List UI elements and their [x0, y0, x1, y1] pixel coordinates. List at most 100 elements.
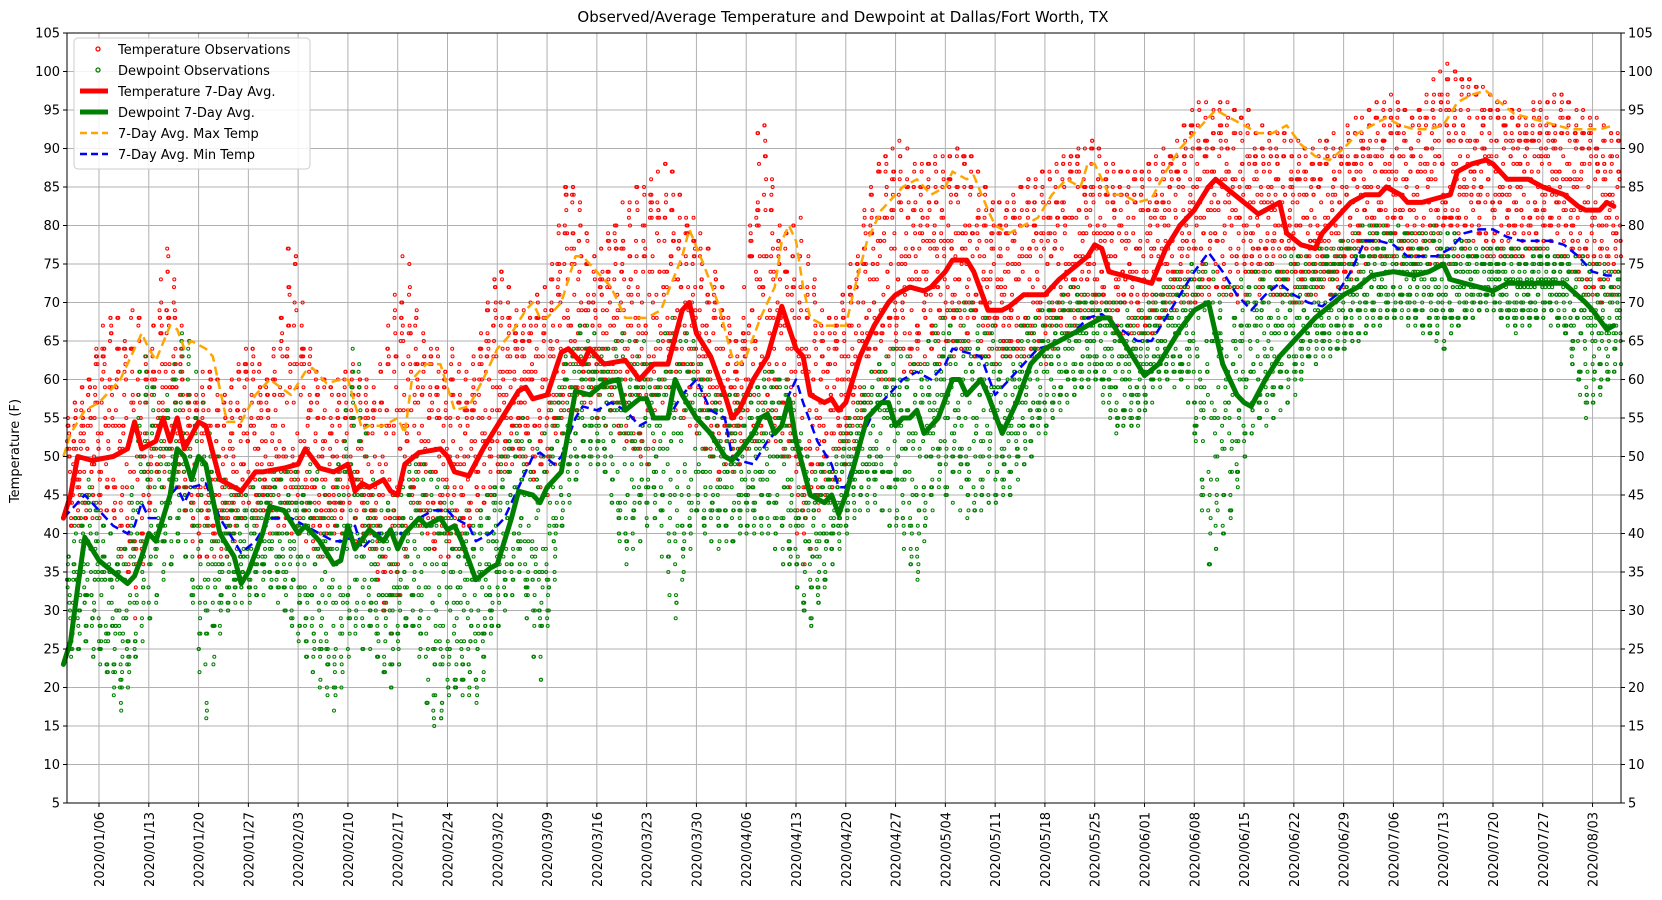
temperature-observation-point	[440, 477, 445, 482]
temperature-observation-point	[1041, 200, 1046, 205]
temperature-observation-point	[1331, 169, 1336, 174]
temperature-observation-point	[720, 285, 725, 290]
temperature-observation-point	[854, 277, 859, 282]
temperature-observation-point	[894, 323, 899, 328]
temperature-observation-point	[1510, 138, 1515, 143]
temperature-observation-point	[504, 392, 509, 397]
temperature-observation-point	[820, 354, 825, 359]
temperature-observation-point	[901, 346, 906, 351]
temperature-observation-point	[1461, 123, 1466, 128]
temperature-observation-point	[662, 238, 667, 243]
temperature-observation-point	[1457, 192, 1462, 197]
temperature-observation-point	[249, 392, 254, 397]
temperature-observation-point	[283, 485, 288, 490]
temperature-observation-point	[599, 292, 604, 297]
temperature-observation-point	[598, 277, 603, 282]
temperature-observation-point	[1007, 323, 1012, 328]
temperature-observation-point	[780, 431, 785, 436]
temperature-observation-point	[485, 354, 490, 359]
temperature-observation-point	[1144, 269, 1149, 274]
temperature-observation-point	[1205, 169, 1210, 174]
temperature-observation-point	[841, 315, 846, 320]
temperature-observation-point	[799, 308, 803, 313]
temperature-observation-point	[1187, 231, 1192, 236]
temperature-observation-point	[1433, 177, 1438, 182]
temperature-observation-point	[928, 246, 933, 251]
temperature-observation-point	[490, 408, 495, 413]
temperature-observation-point	[550, 277, 555, 282]
temperature-observation-point	[1162, 215, 1167, 220]
temperature-observation-point	[1175, 138, 1180, 143]
temperature-observation-point	[817, 423, 822, 428]
temperature-observation-point	[1261, 161, 1266, 166]
temperature-observation-point	[1075, 161, 1080, 166]
temperature-observation-point	[757, 285, 762, 290]
temperature-observation-point	[1016, 277, 1021, 282]
temperature-observation-point	[1456, 254, 1461, 259]
temperature-observation-point	[98, 500, 103, 505]
temperature-observation-point	[866, 354, 871, 359]
temperature-observation-point	[415, 377, 420, 382]
temperature-observation-point	[344, 431, 349, 436]
temperature-observation-point	[1466, 92, 1471, 97]
temperature-observation-point	[386, 362, 391, 367]
temperature-observation-point	[428, 346, 433, 351]
temperature-observation-point	[258, 385, 263, 390]
temperature-observation-point	[850, 362, 854, 367]
temperature-observation-point	[675, 308, 680, 313]
temperature-observation-point	[1408, 169, 1413, 174]
temperature-observation-point	[593, 308, 598, 313]
temperature-observation-point	[329, 431, 334, 436]
temperature-observation-point	[1259, 192, 1264, 197]
temperature-observation-point	[803, 446, 808, 451]
temperature-observation-point	[244, 369, 249, 374]
temperature-observation-point	[155, 469, 160, 474]
temperature-observation-point	[813, 323, 818, 328]
temperature-observation-point	[805, 292, 810, 297]
temperature-observation-point	[579, 308, 584, 313]
temperature-observation-point	[746, 331, 751, 336]
temperature-observation-point	[1017, 215, 1022, 220]
temperature-observation-point	[551, 354, 556, 359]
temperature-observation-point	[118, 439, 122, 444]
temperature-observation-point	[1445, 123, 1449, 128]
temperature-observation-point	[420, 362, 425, 367]
temperature-observation-point	[1411, 208, 1416, 213]
temperature-observation-point	[274, 454, 279, 459]
temperature-observation-point	[1211, 131, 1216, 136]
temperature-observation-point	[1373, 169, 1377, 174]
temperature-observation-point	[1361, 138, 1366, 143]
temperature-observation-point	[391, 423, 396, 428]
temperature-observation-point	[321, 439, 325, 444]
temperature-observation-point	[842, 331, 846, 336]
temperature-observation-point	[1257, 254, 1262, 259]
temperature-observation-point	[455, 508, 459, 513]
temperature-observation-point	[1486, 177, 1491, 182]
temperature-observation-point	[180, 392, 185, 397]
temperature-observation-point	[266, 408, 271, 413]
temperature-observation-point	[1187, 200, 1192, 205]
temperature-observation-point	[1221, 285, 1226, 290]
temperature-observation-point	[1047, 169, 1052, 174]
temperature-observation-point	[797, 315, 801, 320]
temperature-observation-point	[1267, 138, 1272, 143]
temperature-observation-point	[205, 516, 210, 521]
temperature-observation-point	[1488, 115, 1493, 120]
temperature-observation-point	[1026, 215, 1030, 220]
temperature-observation-point	[496, 469, 501, 474]
temperature-observation-point	[657, 269, 662, 274]
temperature-observation-point	[209, 377, 213, 382]
temperature-observation-point	[315, 385, 320, 390]
temperature-observation-point	[1001, 323, 1006, 328]
temperature-observation-point	[1501, 161, 1506, 166]
temperature-observation-point	[1032, 208, 1036, 213]
temperature-observation-point	[450, 346, 455, 351]
temperature-observation-point	[782, 362, 787, 367]
temperature-observation-point	[1518, 161, 1523, 166]
temperature-observation-point	[113, 408, 118, 413]
temperature-observation-point	[321, 416, 326, 420]
temperature-observation-point	[90, 516, 95, 521]
temperature-observation-point	[571, 185, 576, 189]
temperature-observation-point	[179, 323, 184, 328]
temperature-observation-point	[1150, 292, 1155, 297]
